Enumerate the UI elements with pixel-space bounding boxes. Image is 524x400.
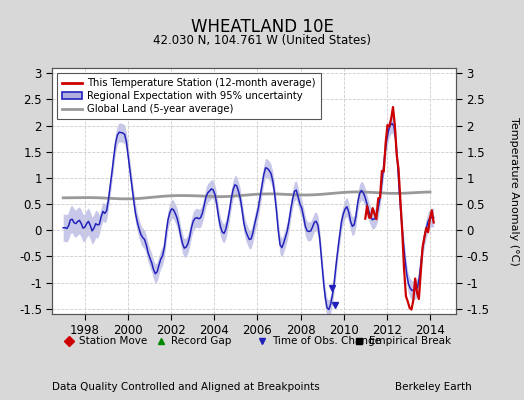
Text: Station Move: Station Move bbox=[79, 336, 147, 346]
Text: 42.030 N, 104.761 W (United States): 42.030 N, 104.761 W (United States) bbox=[153, 34, 371, 47]
Legend: This Temperature Station (12-month average), Regional Expectation with 95% uncer: This Temperature Station (12-month avera… bbox=[58, 73, 321, 119]
Text: Data Quality Controlled and Aligned at Breakpoints: Data Quality Controlled and Aligned at B… bbox=[52, 382, 320, 392]
Text: Record Gap: Record Gap bbox=[171, 336, 232, 346]
Text: Time of Obs. Change: Time of Obs. Change bbox=[272, 336, 381, 346]
Text: WHEATLAND 10E: WHEATLAND 10E bbox=[191, 18, 333, 36]
Y-axis label: Temperature Anomaly (°C): Temperature Anomaly (°C) bbox=[509, 117, 519, 265]
Text: Berkeley Earth: Berkeley Earth bbox=[395, 382, 472, 392]
Text: Empirical Break: Empirical Break bbox=[369, 336, 451, 346]
